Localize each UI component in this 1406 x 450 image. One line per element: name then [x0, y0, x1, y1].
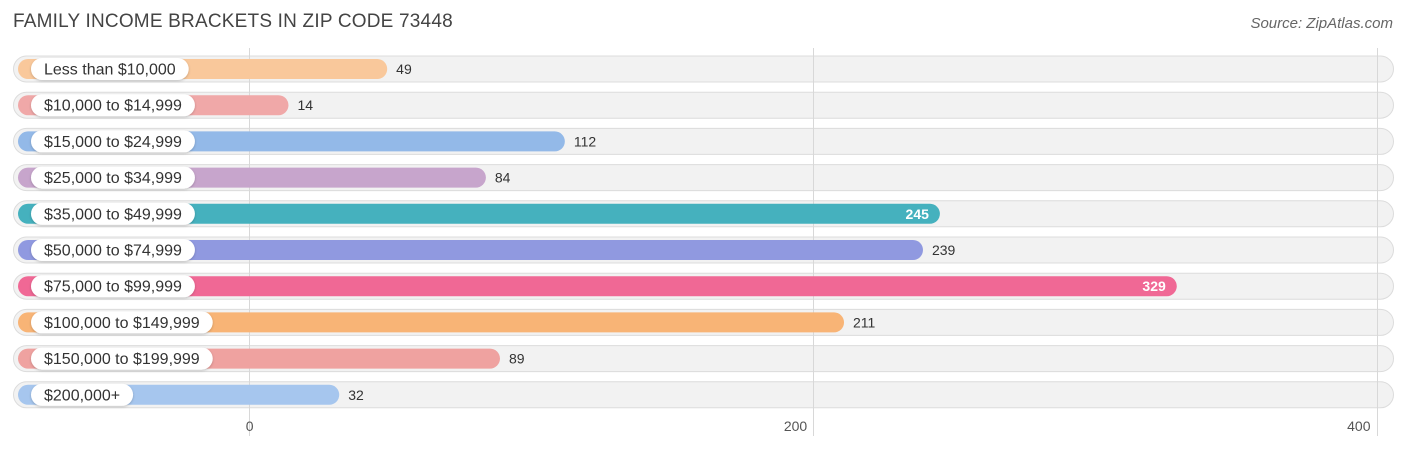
- category-pill: [31, 94, 195, 117]
- value-label: 49: [396, 61, 412, 77]
- category-label: $50,000 to $74,999: [44, 243, 182, 260]
- category-pill: [31, 166, 195, 189]
- category-label: $10,000 to $14,999: [44, 98, 182, 115]
- source-credit: Source: ZipAtlas.com: [1250, 15, 1393, 32]
- value-label: 14: [297, 97, 313, 113]
- category-label: Less than $10,000: [44, 62, 176, 79]
- bar-6: [18, 240, 923, 260]
- category-pill: [31, 130, 195, 153]
- category-pill: [31, 239, 195, 261]
- category-label: $100,000 to $149,999: [44, 315, 200, 332]
- row-background: [13, 91, 1394, 119]
- chart-title: FAMILY INCOME BRACKETS IN ZIP CODE 73448: [13, 11, 453, 32]
- x-tick-label: 0: [246, 418, 254, 434]
- category-label: $35,000 to $49,999: [44, 206, 182, 223]
- category-label: $75,000 to $99,999: [44, 279, 182, 296]
- category-pill: [31, 275, 195, 298]
- category-pill: [31, 58, 189, 80]
- row-background: [13, 381, 1394, 409]
- category-pill: [31, 383, 134, 406]
- value-label: 211: [853, 314, 876, 330]
- category-label: $15,000 to $24,999: [44, 134, 182, 151]
- category-label: $150,000 to $199,999: [44, 351, 200, 368]
- value-label: 84: [495, 170, 511, 186]
- bar-5: [18, 203, 940, 224]
- value-label: 245: [906, 206, 930, 222]
- category-pill: [31, 311, 213, 334]
- bar-8: [18, 312, 845, 333]
- category-label: $200,000+: [44, 387, 120, 404]
- x-tick-label: 200: [784, 418, 808, 434]
- category-pill: [31, 347, 213, 370]
- category-pill: [31, 202, 195, 225]
- value-label: 329: [1142, 278, 1166, 294]
- category-label: $25,000 to $34,999: [44, 170, 182, 187]
- value-label: 239: [932, 242, 956, 258]
- value-label: 112: [574, 133, 597, 149]
- value-label: 32: [348, 387, 364, 403]
- value-label: 89: [509, 351, 525, 367]
- x-tick-label: 400: [1347, 418, 1371, 434]
- bar-7: [18, 276, 1177, 297]
